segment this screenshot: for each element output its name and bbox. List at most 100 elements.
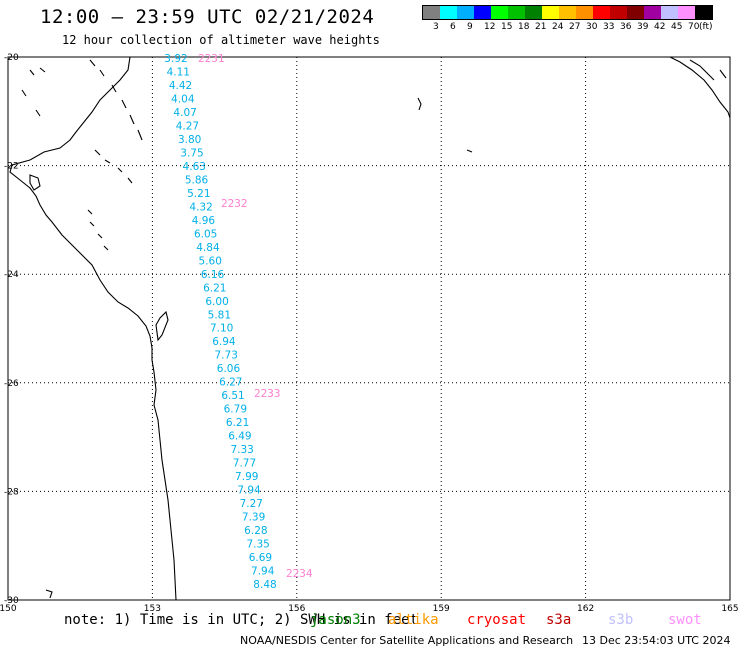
legend-label: 70 bbox=[688, 22, 700, 32]
wave-height-label: 6.00 bbox=[205, 296, 228, 308]
wave-height-label: 7.33 bbox=[230, 444, 253, 456]
wave-height-label: 4.32 bbox=[189, 201, 212, 213]
wave-height-label: 5.81 bbox=[208, 309, 231, 321]
wave-height-label: 4.63 bbox=[183, 161, 206, 173]
legend-swatch bbox=[457, 6, 474, 19]
wave-height-label: 6.69 bbox=[249, 552, 272, 564]
legend-label: 6 bbox=[450, 22, 456, 32]
legend-swatch bbox=[474, 6, 491, 19]
credit-text: NOAA/NESDIS Center for Satellite Applica… bbox=[240, 634, 574, 647]
lat-tick-label: -30 bbox=[4, 596, 19, 606]
wave-height-label: 4.42 bbox=[169, 80, 192, 92]
wave-height-label: 6.21 bbox=[226, 417, 249, 429]
wave-height-label: 6.51 bbox=[221, 390, 244, 402]
wave-height-label: 6.06 bbox=[217, 363, 241, 375]
wave-height-label: 4.96 bbox=[192, 215, 216, 227]
track-time-label: 2231 bbox=[198, 52, 225, 65]
wave-height-label: 3.92 bbox=[164, 53, 187, 65]
satellite-label: cryosat bbox=[467, 612, 527, 628]
legend-label: 15 bbox=[501, 22, 513, 32]
coastline-segment bbox=[9, 56, 177, 601]
wave-height-label: 5.60 bbox=[199, 255, 222, 267]
wave-height-label: 6.21 bbox=[203, 282, 226, 294]
satellite-label: s3b bbox=[608, 612, 634, 628]
wave-height-label: 6.28 bbox=[244, 525, 267, 537]
legend-swatch bbox=[576, 6, 593, 19]
legend-swatch bbox=[627, 6, 644, 19]
wave-height-label: 4.04 bbox=[171, 93, 195, 105]
legend-label: 42 bbox=[654, 22, 666, 32]
legend-swatch bbox=[661, 6, 678, 19]
legend-swatch bbox=[525, 6, 542, 19]
map-subtitle: 12 hour collection of altimeter wave hei… bbox=[62, 33, 380, 47]
legend-label: 39 bbox=[637, 22, 649, 32]
track-time-label: 2234 bbox=[286, 567, 313, 580]
lat-tick-label: -26 bbox=[4, 379, 19, 389]
wave-height-label: 7.39 bbox=[242, 512, 265, 524]
lon-tick-label: 162 bbox=[577, 604, 594, 614]
legend-label: 18 bbox=[518, 22, 530, 32]
legend-labels: 3 6 9 12 15 18 21 24 27 30 33 36 39 42 45 70 (ft) bbox=[422, 20, 713, 32]
wave-height-label: 5.21 bbox=[187, 188, 210, 200]
legend-swatch bbox=[678, 6, 695, 19]
coastline-segment bbox=[94, 149, 133, 184]
satellite-label: jason3 bbox=[310, 612, 361, 628]
legend-swatch bbox=[440, 6, 457, 19]
coastline-segment bbox=[29, 174, 41, 191]
altimeter-track: 3.924.11 4.424.04 4.074.27 3.803.75 4.635.86… bbox=[164, 52, 313, 591]
coastline-segment bbox=[87, 209, 109, 251]
wave-height-label: 7.77 bbox=[233, 458, 256, 470]
legend-label: 12 bbox=[484, 22, 496, 32]
legend-label: 27 bbox=[569, 22, 581, 32]
legend-swatch bbox=[610, 6, 627, 19]
lat-tick-label: -20 bbox=[4, 53, 19, 63]
legend-label: 33 bbox=[603, 22, 615, 32]
legend-label: 45 bbox=[671, 22, 683, 32]
coastline-segment bbox=[155, 310, 169, 342]
coastline-segment bbox=[689, 59, 727, 81]
legend-label: (ft) bbox=[699, 22, 713, 32]
lat-tick-label: -24 bbox=[4, 270, 19, 280]
coastline-segment bbox=[669, 56, 731, 119]
wave-height-label: 5.86 bbox=[185, 174, 209, 186]
wave-height-label: 3.75 bbox=[180, 147, 203, 159]
wave-height-label: 4.11 bbox=[167, 66, 190, 78]
coastline-segment bbox=[45, 589, 53, 599]
legend-label: 9 bbox=[467, 22, 473, 32]
legend-swatch bbox=[695, 6, 712, 19]
wave-height-label: 6.16 bbox=[201, 269, 225, 281]
wave-height-label: 7.94 bbox=[237, 485, 261, 497]
lon-tick-label: 150 bbox=[0, 604, 17, 614]
satellite-label: s3a bbox=[546, 612, 572, 628]
legend-swatch bbox=[644, 6, 661, 19]
wave-height-label: 8.48 bbox=[253, 579, 276, 591]
legend-label: 3 bbox=[433, 22, 439, 32]
lon-tick-label: 165 bbox=[721, 604, 738, 614]
wave-height-label: 6.05 bbox=[194, 228, 217, 240]
legend-swatch bbox=[423, 6, 440, 19]
legend-swatch bbox=[491, 6, 508, 19]
map-title: 12:00 – 23:59 UTC 02/21/2024 bbox=[40, 6, 375, 28]
credit-timestamp: 13 Dec 23:54:03 UTC 2024 bbox=[582, 634, 731, 647]
wave-height-label: 4.07 bbox=[173, 107, 196, 119]
legend-label: 24 bbox=[552, 22, 564, 32]
legend-label: 30 bbox=[586, 22, 598, 32]
lat-lon-grid bbox=[8, 57, 730, 600]
lat-tick-label: -22 bbox=[4, 162, 19, 172]
wave-height-label: 6.27 bbox=[219, 377, 242, 389]
lon-tick-label: 153 bbox=[144, 604, 161, 614]
track-time-label: 2233 bbox=[254, 387, 281, 400]
legend-label: 21 bbox=[535, 22, 547, 32]
wave-height-label: 3.80 bbox=[178, 134, 201, 146]
coastline-segment bbox=[417, 97, 473, 153]
legend-swatch bbox=[508, 6, 525, 19]
track-time-label: 2232 bbox=[221, 197, 248, 210]
lat-tick-label: -28 bbox=[4, 487, 19, 497]
legend-swatch bbox=[593, 6, 610, 19]
wave-height-label: 7.35 bbox=[246, 539, 269, 551]
wave-height-label: 6.79 bbox=[224, 404, 247, 416]
coastline-segment bbox=[21, 67, 46, 117]
lon-tick-label: 156 bbox=[288, 604, 305, 614]
